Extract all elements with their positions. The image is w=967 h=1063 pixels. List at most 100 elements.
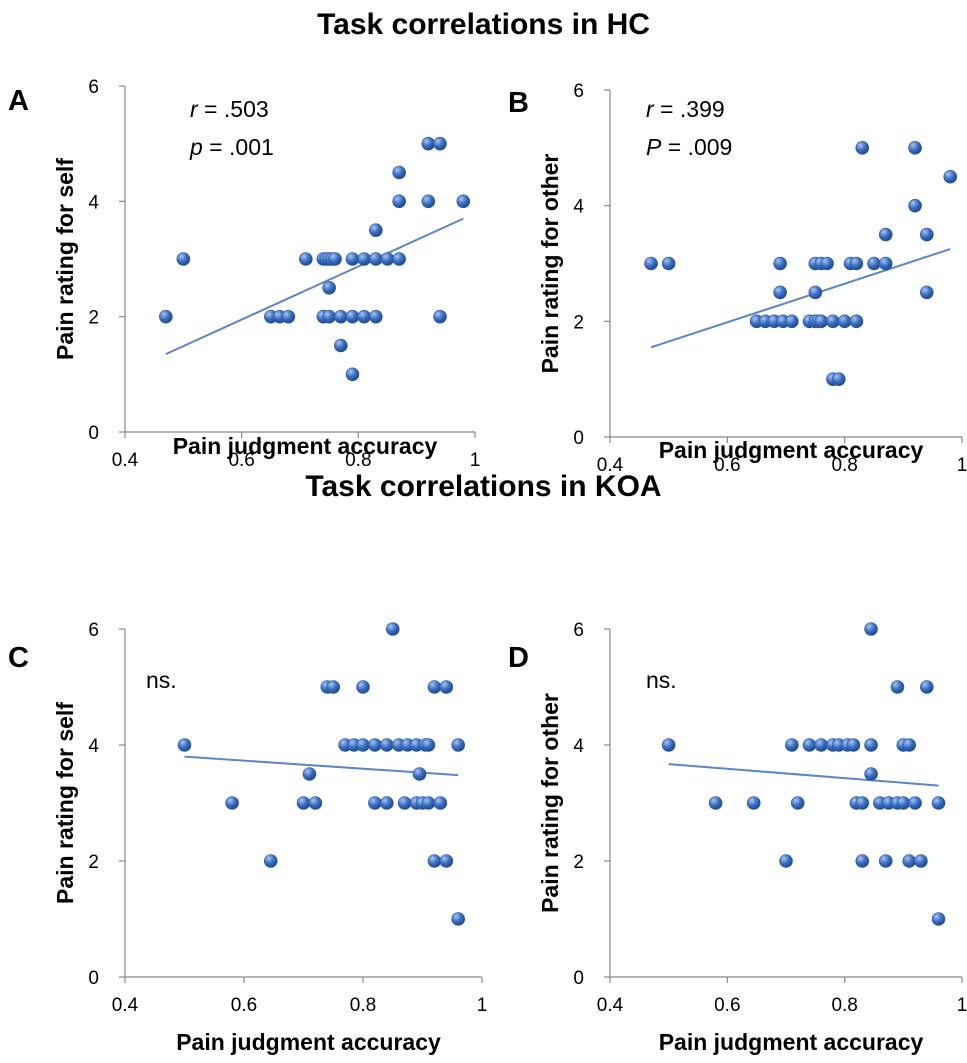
data-point (846, 738, 861, 752)
data-point (356, 738, 370, 752)
x-axis-title: Pain judgment accuracy (659, 1029, 924, 1055)
data-point (855, 141, 870, 155)
data-point (451, 912, 466, 926)
data-point (919, 227, 934, 242)
data-point (814, 314, 829, 329)
data-point (878, 227, 893, 242)
data-point (177, 738, 192, 752)
data-point (867, 256, 881, 271)
data-point (855, 854, 870, 868)
data-point (357, 309, 371, 324)
data-point (299, 252, 313, 266)
x-axis-title: Pain judgment accuracy (659, 437, 924, 463)
data-point (919, 680, 934, 694)
data-point (943, 169, 958, 184)
scatter-panel-c: C 0 2 4 6 0.4 0.6 0.8 1 Pain judgment accuracy Pai… (8, 620, 487, 1055)
stat-annotation: ns. (646, 667, 677, 693)
y-tick-label: 2 (573, 852, 584, 873)
data-point (379, 738, 394, 752)
stat-var: p (189, 134, 203, 160)
data-point (356, 680, 370, 694)
data-point (779, 854, 793, 868)
data-point (421, 796, 436, 810)
data-point (308, 796, 323, 810)
data-point (802, 738, 817, 752)
data-point (345, 309, 360, 324)
data-point (837, 314, 852, 329)
scatter-panel-a: A 0 2 4 6 0.4 0.6 0.8 1 Pain judgment accuracy Pai… (8, 77, 480, 471)
y-tick-label: 6 (88, 77, 99, 98)
trend-line (165, 217, 464, 356)
trend-line (650, 248, 951, 349)
panel-letter: B (508, 87, 529, 119)
data-point (902, 854, 917, 868)
data-point (808, 285, 823, 300)
data-point (439, 854, 454, 868)
x-tick-label: 1 (470, 450, 481, 471)
trend-line (184, 755, 459, 777)
stat-value: = .001 (203, 134, 274, 160)
y-tick-label: 2 (88, 308, 99, 329)
data-point (328, 252, 342, 266)
data-point (296, 796, 311, 810)
data-point (773, 285, 787, 300)
section-title-hc: Task correlations in HC (317, 8, 650, 41)
y-tick-label: 2 (88, 852, 99, 873)
section-title-koa: Task correlations in KOA (305, 470, 662, 503)
data-point (878, 256, 893, 271)
data-point (919, 285, 934, 300)
data-point (322, 309, 336, 324)
data-point (855, 796, 870, 810)
data-point (456, 194, 471, 209)
data-point (397, 796, 412, 810)
x-tick-label: 0.8 (350, 995, 376, 1016)
data-point (902, 738, 917, 752)
x-axis-title: Pain judgment accuracy (176, 1029, 441, 1055)
data-point (345, 367, 360, 382)
data-point (931, 796, 946, 810)
data-point (392, 194, 406, 209)
data-point (433, 309, 447, 324)
y-tick-label: 0 (88, 423, 99, 444)
trend-line (668, 763, 939, 787)
panel-letter: D (508, 642, 529, 674)
data-point (908, 796, 922, 810)
data-point (644, 256, 658, 271)
scatter-panel-b: B 0 2 4 6 0.4 0.6 0.8 1 Pain judgment accuracy Pai… (508, 81, 967, 476)
data-point (890, 680, 905, 694)
y-axis-title: Pain rating for other (537, 693, 563, 913)
stat-var: P (646, 134, 662, 160)
data-point (281, 309, 296, 324)
data-point (392, 165, 406, 180)
y-tick-label: 6 (88, 620, 99, 641)
stat-var: r (646, 96, 655, 122)
y-tick-label: 4 (88, 736, 99, 757)
y-axis-title: Pain rating for self (52, 158, 78, 360)
data-point (439, 680, 454, 694)
data-point (896, 796, 911, 810)
panel-letter: A (8, 85, 29, 117)
y-tick-label: 2 (573, 312, 584, 333)
data-point (225, 796, 239, 810)
stat-value: ns. (646, 667, 677, 693)
data-point (357, 252, 371, 266)
data-point (385, 622, 400, 636)
stat-annotation: p = .001 (189, 134, 274, 160)
data-point (785, 738, 799, 752)
data-point (334, 309, 348, 324)
data-point (849, 314, 864, 329)
x-tick-label: 1 (957, 995, 967, 1016)
data-point (379, 796, 394, 810)
data-point (914, 854, 928, 868)
data-point (785, 314, 799, 329)
data-point (427, 680, 442, 694)
x-tick-label: 0.6 (231, 995, 257, 1016)
stat-value: ns. (146, 667, 177, 693)
data-point (790, 796, 805, 810)
data-point (421, 738, 436, 752)
data-point (334, 338, 348, 353)
stat-value: = .009 (661, 134, 732, 160)
data-point (849, 256, 864, 271)
data-point (263, 854, 278, 868)
